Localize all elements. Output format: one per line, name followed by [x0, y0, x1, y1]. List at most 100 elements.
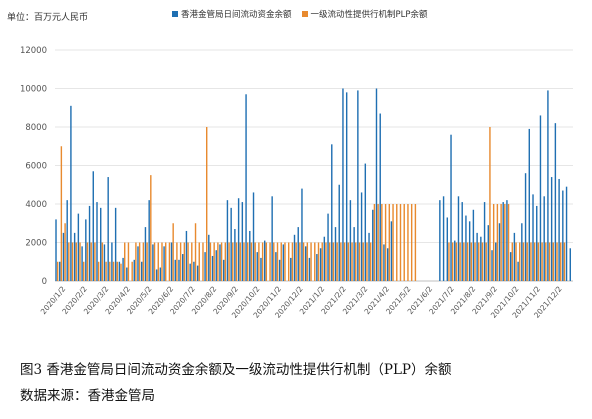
bar-hkma	[331, 144, 333, 281]
legend-label-hkma: 香港金管局日间流动资金余额	[181, 10, 292, 20]
bar-plp	[176, 242, 178, 281]
bar-hkma	[275, 252, 277, 281]
bar-hkma	[215, 250, 217, 281]
bar-hkma	[66, 200, 68, 281]
bar-plp	[399, 204, 402, 281]
bar-hkma	[476, 232, 478, 281]
bar-plp	[340, 242, 342, 281]
bar-hkma	[73, 232, 76, 281]
bar-hkma	[547, 90, 549, 281]
bar-plp	[213, 242, 215, 281]
bar-plp	[232, 242, 234, 281]
bar-hkma	[379, 113, 381, 282]
bar-plp	[206, 127, 208, 281]
bar-plp	[273, 242, 275, 281]
bar-hkma	[446, 217, 449, 281]
bar-plp	[220, 242, 223, 281]
bar-plp	[179, 242, 182, 281]
bar-hkma	[304, 246, 307, 281]
bar-hkma	[237, 198, 240, 281]
bar-hkma	[144, 227, 147, 281]
bar-hkma	[55, 219, 57, 281]
bar-hkma	[558, 178, 560, 281]
bar-hkma	[282, 244, 285, 281]
bar-hkma	[103, 244, 106, 281]
bar-plp	[120, 263, 122, 281]
bar-hkma	[70, 105, 72, 281]
bar-hkma	[170, 242, 173, 281]
bar-plp	[358, 242, 361, 281]
bar-plp	[109, 261, 111, 281]
bar-hkma	[62, 232, 65, 281]
bar-plp	[161, 242, 163, 281]
bar-hkma	[77, 213, 80, 281]
x-tick-labels: 2020/1/22020/2/22020/3/22020/4/22020/5/2…	[39, 284, 564, 319]
bar-plp	[396, 204, 398, 281]
bar-hkma	[483, 202, 486, 281]
bar-hkma	[189, 263, 191, 281]
bar-plp	[112, 261, 115, 281]
bar-hkma	[260, 257, 262, 281]
bar-plp	[314, 242, 316, 281]
bar-hkma	[107, 177, 109, 281]
bar-plp	[552, 242, 554, 281]
bar-hkma	[472, 209, 475, 281]
bar-plp	[470, 242, 473, 281]
bar-hkma	[468, 221, 471, 281]
bar-plp	[332, 242, 335, 281]
bar-plp	[366, 242, 368, 281]
bar-hkma	[141, 261, 143, 281]
bar-plp	[466, 242, 469, 281]
bar-hkma	[457, 196, 460, 281]
bar-hkma	[241, 202, 244, 281]
y-tick-label: 10000	[20, 85, 47, 95]
bar-hkma	[338, 184, 340, 281]
bar-plp	[261, 242, 264, 281]
bar-plp	[90, 242, 92, 281]
bar-hkma	[360, 192, 363, 281]
bar-plp	[101, 242, 104, 281]
bar-plp	[187, 242, 189, 281]
bar-hkma	[386, 248, 389, 281]
bar-plp	[541, 242, 543, 281]
bar-hkma	[126, 267, 128, 281]
bar-hkma	[536, 205, 538, 281]
bar-plp	[165, 242, 167, 281]
bar-plp	[537, 242, 540, 281]
y-tick-label: 4000	[25, 200, 47, 210]
bar-hkma	[569, 248, 571, 281]
bar-plp	[83, 261, 85, 281]
bar-hkma	[353, 227, 355, 281]
legend-item-plp: 一级流动性提供行机制PLP余额	[301, 8, 428, 20]
bar-hkma	[178, 259, 180, 281]
bar-hkma	[263, 240, 266, 281]
bars	[55, 88, 571, 282]
bar-plp	[56, 261, 59, 281]
bar-hkma	[226, 200, 229, 281]
bar-plp	[75, 242, 77, 281]
bar-plp	[403, 204, 405, 281]
bar-plp	[168, 242, 171, 281]
bar-hkma	[562, 190, 564, 281]
bar-plp	[198, 242, 200, 281]
bar-plp	[127, 242, 130, 281]
bar-hkma	[521, 223, 523, 281]
bar-hkma	[211, 255, 214, 281]
bar-hkma	[495, 242, 497, 281]
bar-hkma	[88, 205, 91, 281]
bar-hkma	[290, 257, 292, 281]
bar-hkma	[498, 223, 501, 281]
bar-hkma	[450, 134, 452, 281]
bar-plp	[355, 242, 357, 281]
bar-hkma	[293, 234, 296, 281]
bar-plp	[183, 242, 186, 281]
bar-plp	[235, 242, 238, 281]
bar-plp	[526, 242, 528, 281]
bar-plp	[463, 242, 465, 281]
legend-label-plp: 一级流动性提供行机制PLP余额	[310, 10, 428, 20]
bar-plp	[414, 204, 417, 281]
bar-plp	[455, 242, 458, 281]
bar-hkma	[345, 92, 348, 281]
bar-hkma	[528, 128, 530, 281]
bar-hkma	[372, 209, 374, 281]
